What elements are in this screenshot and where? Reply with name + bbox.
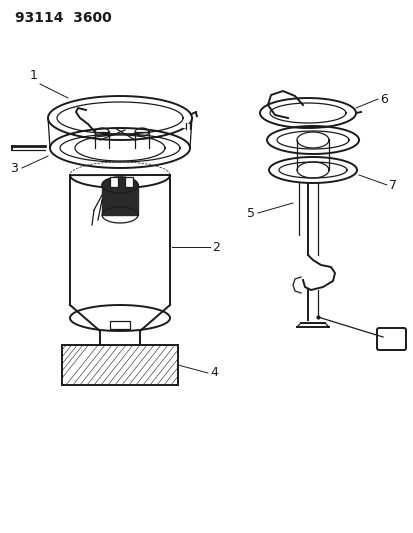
Text: 1: 1 [30, 69, 38, 82]
Text: 93114  3600: 93114 3600 [15, 11, 112, 25]
Text: 4: 4 [209, 367, 217, 379]
Polygon shape [102, 177, 138, 193]
Bar [110, 177, 118, 187]
Text: 6: 6 [379, 93, 387, 106]
Text: 3: 3 [10, 161, 18, 174]
Bar [110, 321, 130, 329]
Text: 2: 2 [211, 240, 219, 254]
Text: 7: 7 [388, 179, 396, 191]
Bar [125, 177, 133, 187]
Text: 5: 5 [247, 206, 254, 220]
FancyBboxPatch shape [376, 328, 405, 350]
Bar [62, 345, 178, 385]
Polygon shape [102, 185, 138, 215]
